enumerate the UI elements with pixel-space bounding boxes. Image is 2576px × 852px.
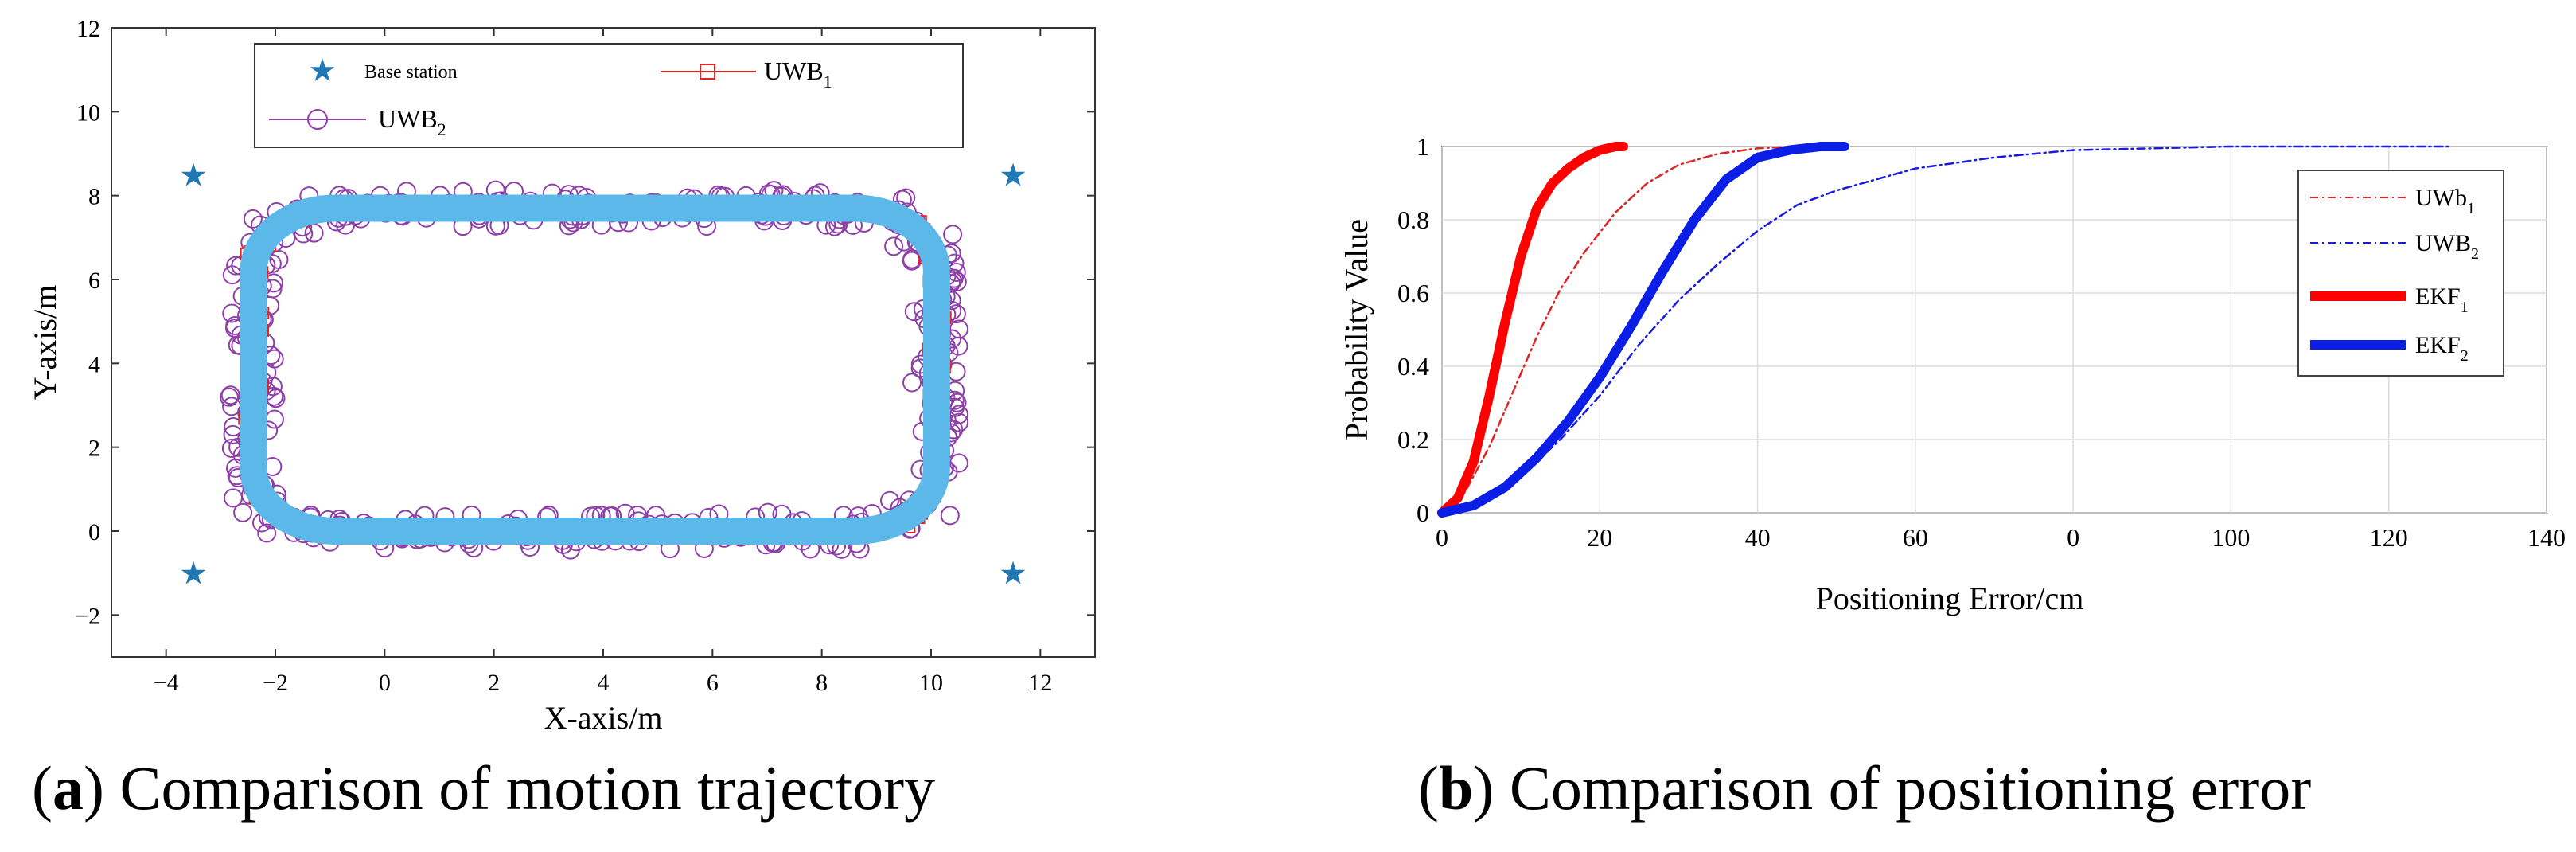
uwb2-point xyxy=(949,453,968,473)
ytick-label-a: 0 xyxy=(88,519,100,545)
uwb2-point xyxy=(257,523,277,543)
ytick-label-b: 0.6 xyxy=(1397,279,1429,307)
xtick-label-b: 120 xyxy=(2370,523,2408,552)
uwb2-point xyxy=(943,225,963,244)
caption-a: (a) Comparison of motion trajectory xyxy=(32,753,936,823)
xtick-label-a: 4 xyxy=(598,670,610,696)
xtick-label-a: 8 xyxy=(816,670,828,696)
series-ekf1 xyxy=(1437,142,1628,518)
uwb2-point xyxy=(904,302,924,322)
legend-uwb1-label-b: UWb1 xyxy=(2415,185,2475,217)
series-ekf2 xyxy=(1437,142,1849,518)
fused-trajectory xyxy=(240,194,950,545)
legend-ekf2-label: EKF2 xyxy=(2415,332,2469,365)
ylabel-a: Y-axis/m xyxy=(27,285,63,400)
legend-a: ★ Base station UWB1 UWB2 xyxy=(254,43,964,148)
base-station-star-icon: ★ xyxy=(999,157,1027,193)
uwb2-point xyxy=(902,249,922,269)
uwb2-point xyxy=(219,387,239,407)
ytick-label-b: 0 xyxy=(1417,498,1429,527)
xtick-label-b: 0 xyxy=(2067,523,2079,552)
xtick-label-a: −4 xyxy=(154,670,179,696)
uwb2-point xyxy=(269,249,289,269)
ytick-label-a: 8 xyxy=(88,184,100,210)
legend-uwb2-label-b: UWB2 xyxy=(2415,230,2479,263)
legend-ekf1-label: EKF1 xyxy=(2415,283,2469,316)
trajectory-chart: −4 −2 0 2 4 6 8 10 12 −2 0 2 4 6 8 10 12 ★ ★ ★ ★ ★ Base sta… xyxy=(27,16,1096,736)
series-uwb2 xyxy=(1440,145,2453,514)
uwb2-point xyxy=(902,373,922,393)
base-station-star-icon: ★ xyxy=(179,157,208,193)
legend-uwb2-marker xyxy=(307,109,328,130)
xtick-label-b: 20 xyxy=(1587,523,1612,552)
xtick-label-a: 12 xyxy=(1028,670,1052,696)
ytick-label-b: 0.4 xyxy=(1397,352,1429,381)
ytick-label-b: 1 xyxy=(1417,132,1429,161)
xtick-label-a: 2 xyxy=(488,670,500,696)
uwb2-point xyxy=(233,502,253,522)
legend-uwb1-marker xyxy=(700,64,715,80)
xtick-label-a: 6 xyxy=(707,670,719,696)
legend-box-a xyxy=(254,43,964,148)
ytick-label-a: −2 xyxy=(75,603,100,629)
xtick-label-a: 0 xyxy=(379,670,391,696)
xtick-label-a: 10 xyxy=(919,670,943,696)
xtick-label-b: 40 xyxy=(1745,523,1771,552)
legend-uwb1-label: UWB1 xyxy=(764,57,832,92)
uwb2-point xyxy=(220,385,240,405)
uwb2-point xyxy=(223,488,243,508)
ytick-label-a: 2 xyxy=(88,436,100,462)
base-station-star-icon: ★ xyxy=(179,556,208,592)
xtick-label-b: 0 xyxy=(1436,523,1448,552)
xlabel-a: X-axis/m xyxy=(544,700,663,736)
caption-b: (b) Comparison of positioning error xyxy=(1418,753,2312,823)
uwb2-point xyxy=(949,412,969,432)
uwb2-point xyxy=(940,506,960,526)
series-uwb1 xyxy=(1440,145,1837,514)
ylabel-b: Probability Value xyxy=(1339,219,1374,440)
error-cdf-chart: 0 20 40 60 0 100 120 140 0 0.2 0.4 0.6 0.8 1 UWb1 UWB… xyxy=(1339,132,2566,616)
xtick-label-b: 100 xyxy=(2212,523,2250,552)
ytick-label-b: 0.2 xyxy=(1397,425,1429,454)
legend-b: UWb1 UWB2 EKF1 EKF2 xyxy=(2297,170,2504,377)
xlabel-b: Positioning Error/cm xyxy=(1816,580,2084,616)
uwb2-point xyxy=(880,490,900,510)
ytick-label-b: 0.8 xyxy=(1397,205,1429,234)
xtick-label-a: −2 xyxy=(263,670,288,696)
xtick-label-b: 140 xyxy=(2527,523,2566,552)
uwb2-point xyxy=(884,236,904,256)
legend-base-label: Base station xyxy=(364,62,458,83)
ytick-label-a: 4 xyxy=(88,351,100,377)
uwb2-point xyxy=(243,209,263,229)
uwb2-point xyxy=(949,319,968,339)
legend-uwb2-label: UWB2 xyxy=(378,104,446,139)
legend-star-icon: ★ xyxy=(308,53,337,89)
ytick-label-a: 10 xyxy=(76,100,100,126)
ytick-label-a: 6 xyxy=(88,268,100,294)
base-station-star-icon: ★ xyxy=(999,556,1027,592)
ytick-label-a: 12 xyxy=(76,16,100,42)
xtick-label-b: 60 xyxy=(1903,523,1928,552)
